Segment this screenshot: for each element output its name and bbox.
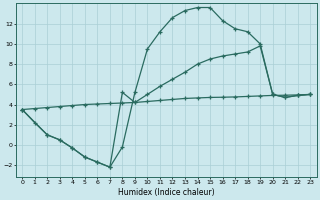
- X-axis label: Humidex (Indice chaleur): Humidex (Indice chaleur): [118, 188, 214, 197]
